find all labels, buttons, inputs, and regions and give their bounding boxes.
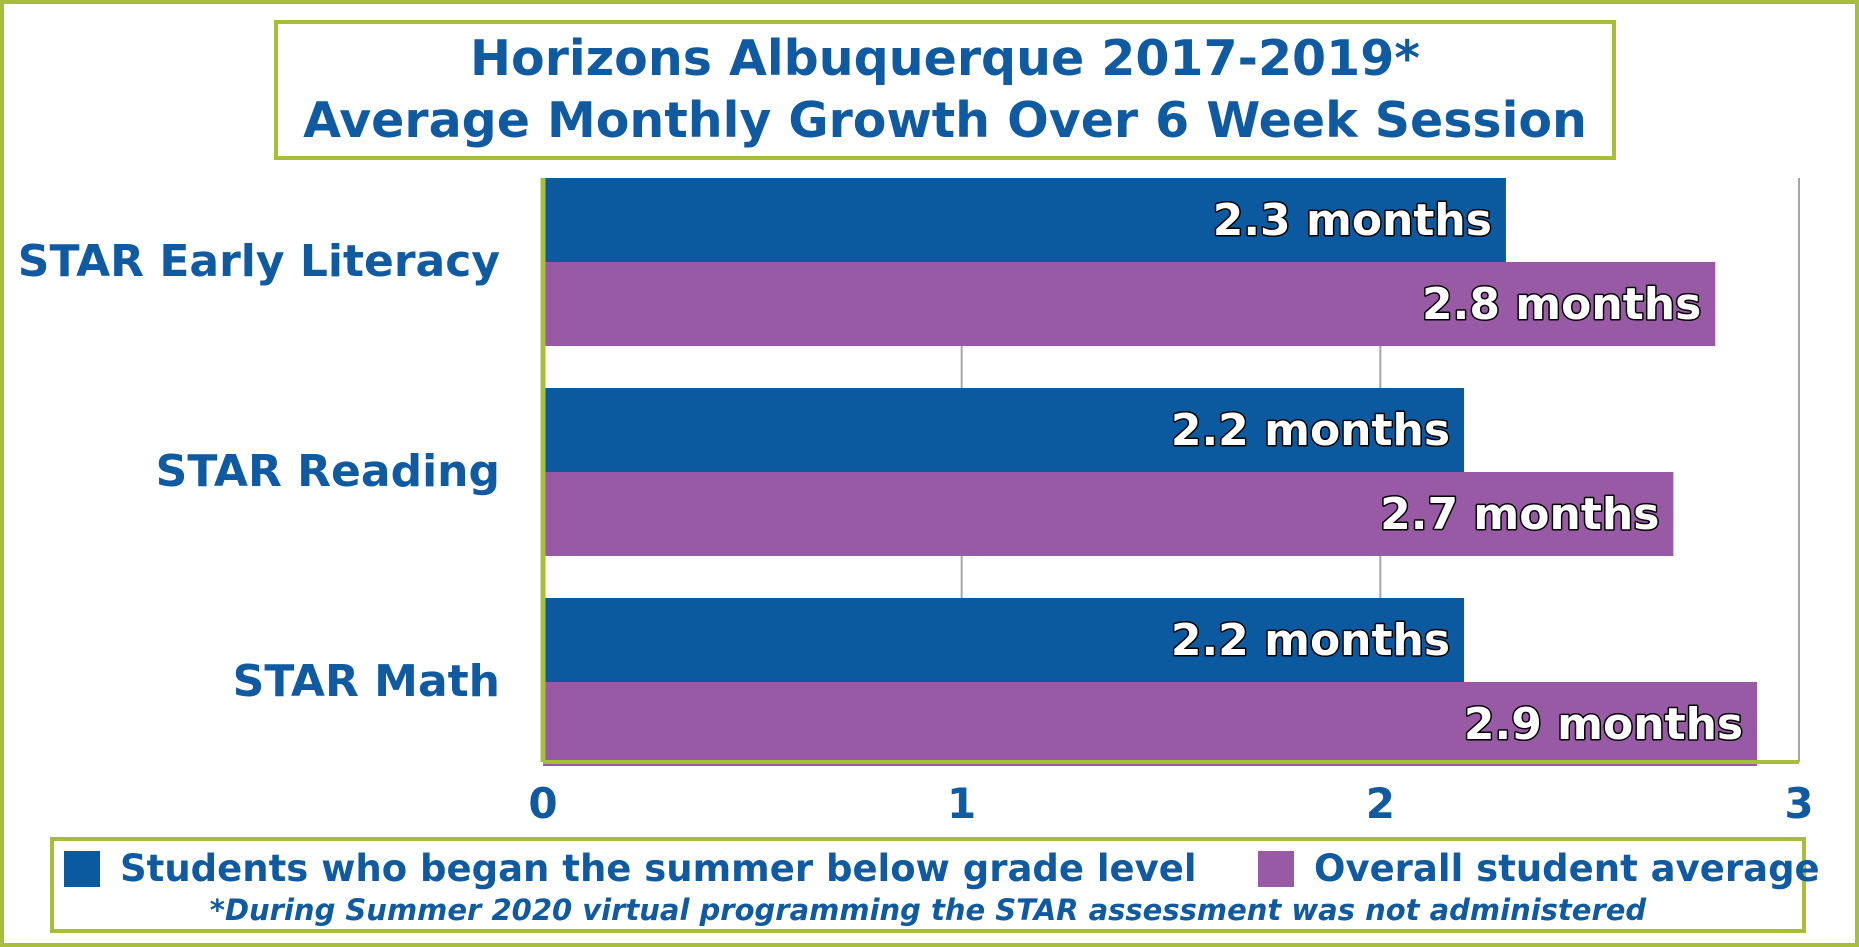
chart-title-line-1: Horizons Albuquerque 2017-2019* xyxy=(470,30,1420,87)
data-label: 2.8 months xyxy=(1422,279,1701,330)
bar xyxy=(543,388,1465,472)
category-label: STAR Math xyxy=(233,656,500,707)
x-tick-label: 2 xyxy=(1366,779,1395,828)
legend-swatch-below-grade xyxy=(64,850,100,887)
category-label: STAR Reading xyxy=(156,446,500,497)
bar-chart: 2.3 months 2.8 months STAR Early Literacy 2… xyxy=(18,178,1814,828)
data-label: 2.2 months xyxy=(1171,405,1450,456)
legend-item-overall: Overall student average xyxy=(1258,847,1820,890)
footnote: *During Summer 2020 virtual programming … xyxy=(209,893,1647,927)
x-tick-label: 0 xyxy=(528,779,557,828)
title-box: Horizons Albuquerque 2017-2019* Average … xyxy=(274,20,1616,160)
bar xyxy=(543,682,1758,766)
chart-title-line-2: Average Monthly Growth Over 6 Week Sessi… xyxy=(303,92,1587,149)
data-label: 2.9 months xyxy=(1464,699,1743,750)
data-label: 2.3 months xyxy=(1213,195,1492,246)
legend-label-below-grade: Students who began the summer below grad… xyxy=(120,847,1197,890)
data-label: 2.2 months xyxy=(1171,615,1450,666)
bar xyxy=(543,472,1674,556)
legend-swatch-overall xyxy=(1258,850,1294,887)
bar xyxy=(543,178,1506,262)
legend-label-overall: Overall student average xyxy=(1314,847,1820,890)
legend: Students who began the summer below grad… xyxy=(50,837,1820,933)
x-tick-label: 3 xyxy=(1784,779,1813,828)
category-label: STAR Early Literacy xyxy=(18,236,500,287)
legend-item-below-grade: Students who began the summer below grad… xyxy=(64,847,1197,890)
data-label: 2.7 months xyxy=(1380,489,1659,540)
bar xyxy=(543,262,1716,346)
x-tick-label: 1 xyxy=(947,779,976,828)
bar xyxy=(543,598,1465,682)
